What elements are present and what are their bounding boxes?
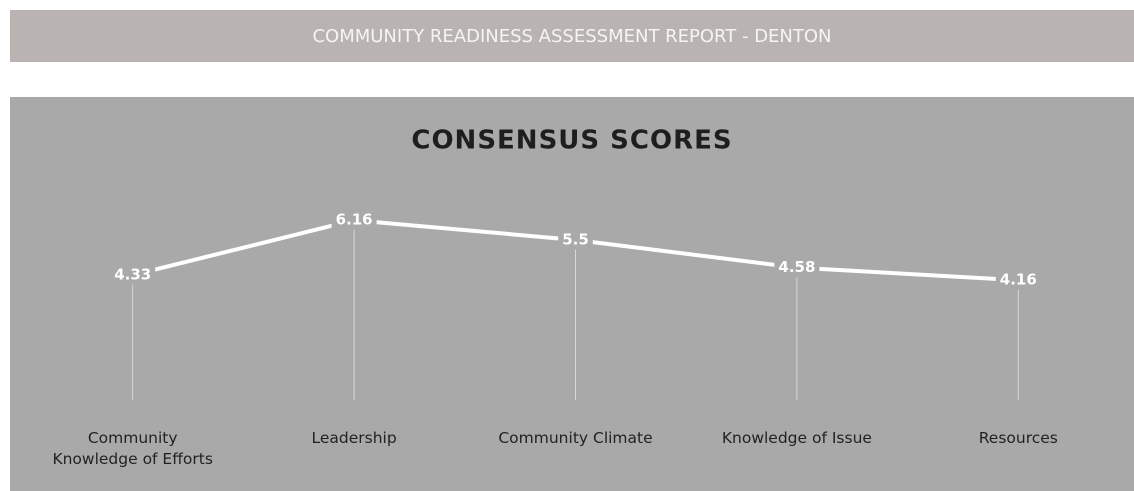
value-label: 4.16 (1000, 271, 1037, 289)
value-label-bg (558, 229, 593, 250)
value-label: 4.58 (778, 258, 815, 276)
value-label-bg (331, 209, 377, 230)
x-tick-label: Resources (978, 429, 1058, 447)
header-band (10, 10, 1134, 62)
value-label: 4.33 (114, 266, 151, 284)
chart-area (10, 97, 1134, 491)
value-label-bg (774, 257, 820, 278)
x-tick-label: Community Knowledge of Efforts (52, 429, 213, 468)
x-tick-label: Community Climate (498, 429, 653, 447)
header-title: COMMUNITY READINESS ASSESSMENT REPORT - … (312, 26, 831, 47)
x-tick-label: Leadership (311, 429, 397, 447)
chart-title: CONSENSUS SCORES (411, 126, 732, 156)
value-label-bg (995, 269, 1041, 290)
value-label-bg (110, 264, 156, 285)
value-label: 6.16 (336, 211, 373, 229)
x-tick-label: Knowledge of Issue (721, 429, 872, 447)
value-label: 5.5 (562, 231, 589, 249)
